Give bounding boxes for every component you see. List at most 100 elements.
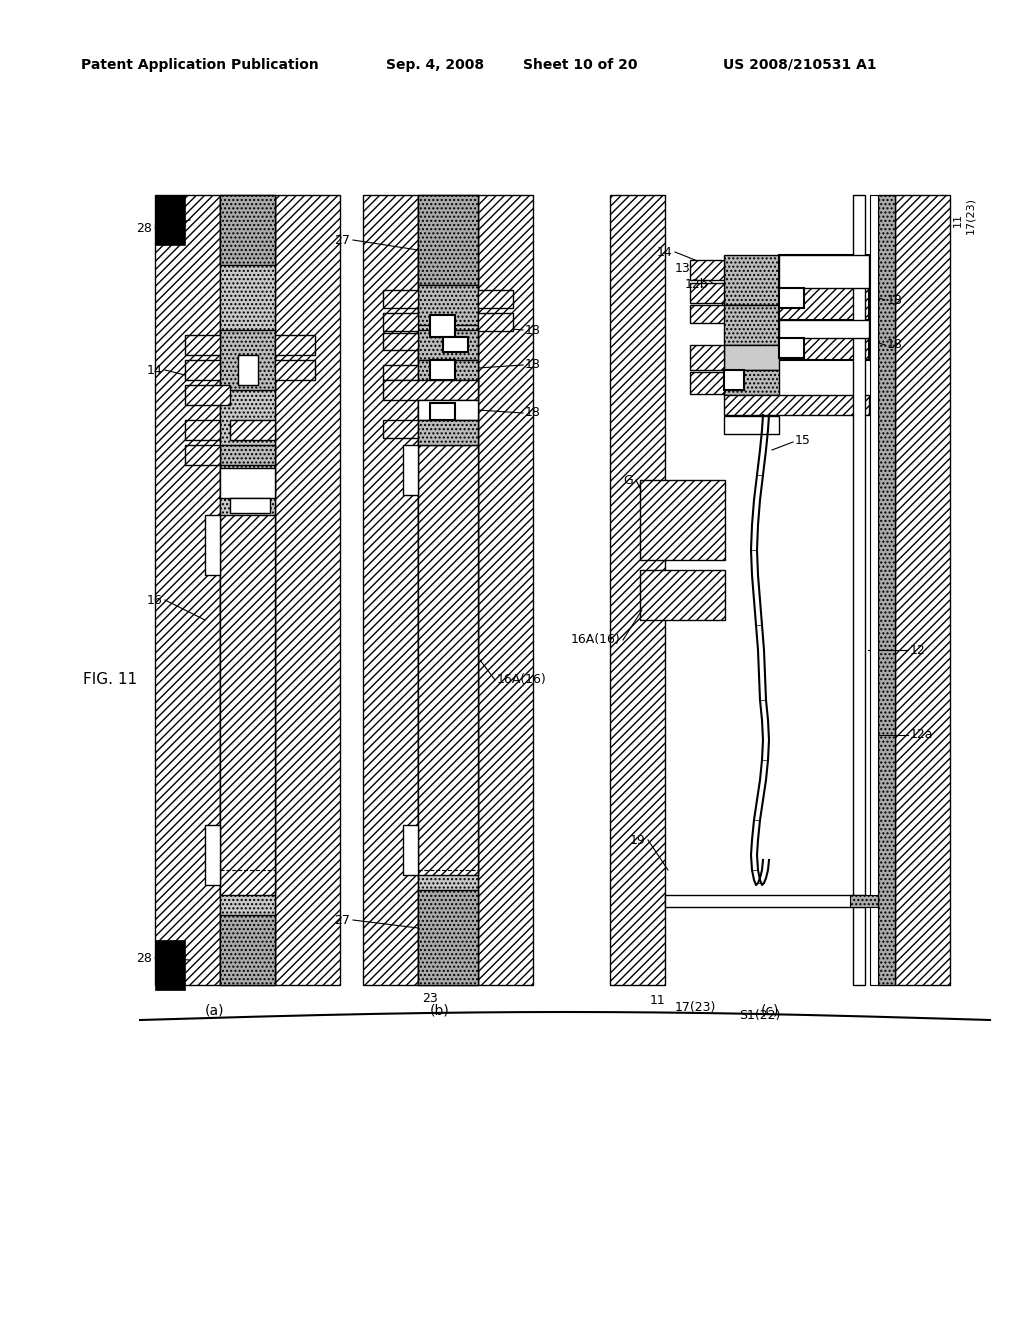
Bar	[383, 380, 478, 400]
Bar	[185, 445, 220, 465]
Text: 11: 11	[650, 994, 666, 1006]
Bar	[155, 195, 220, 985]
Bar	[779, 319, 869, 338]
Text: 14: 14	[656, 246, 672, 259]
Text: 11: 11	[953, 213, 963, 227]
Text: 15: 15	[795, 433, 811, 446]
Bar	[383, 290, 418, 308]
Text: 12b: 12b	[684, 279, 708, 292]
Bar	[478, 290, 513, 308]
Text: (c): (c)	[761, 1003, 779, 1016]
Bar	[220, 195, 275, 265]
Bar	[850, 895, 878, 907]
Bar	[779, 338, 804, 358]
Bar	[478, 313, 513, 331]
Text: 27: 27	[334, 913, 350, 927]
Bar	[430, 315, 455, 337]
Bar	[690, 372, 724, 393]
Bar	[418, 420, 478, 445]
Bar	[870, 195, 878, 985]
Bar	[238, 355, 258, 385]
Bar	[779, 288, 804, 308]
Bar	[690, 305, 745, 323]
Bar	[640, 570, 725, 620]
Bar	[779, 319, 869, 360]
Bar	[443, 337, 468, 352]
Bar	[418, 285, 478, 325]
Bar	[418, 330, 478, 360]
Bar	[724, 416, 779, 434]
Bar	[895, 195, 950, 985]
Text: 28: 28	[136, 222, 152, 235]
Bar	[779, 255, 869, 325]
Bar	[220, 915, 275, 985]
Bar	[275, 360, 315, 380]
Bar	[418, 360, 478, 389]
Bar	[155, 195, 185, 246]
Text: Sep. 4, 2008: Sep. 4, 2008	[386, 58, 484, 73]
Text: (a): (a)	[205, 1003, 224, 1016]
Bar	[418, 195, 478, 285]
Bar	[383, 420, 418, 438]
Bar	[878, 195, 895, 985]
Text: US 2008/210531 A1: US 2008/210531 A1	[723, 58, 877, 73]
Bar	[418, 445, 478, 875]
Bar	[690, 282, 724, 304]
Bar	[185, 360, 220, 380]
Bar	[665, 895, 865, 907]
Bar	[724, 255, 779, 305]
Text: 18: 18	[525, 323, 541, 337]
Bar	[430, 360, 455, 380]
Bar	[610, 195, 665, 985]
Text: S1(22): S1(22)	[739, 1010, 780, 1023]
Bar	[220, 330, 275, 389]
Bar	[230, 420, 275, 440]
Text: Patent Application Publication: Patent Application Publication	[81, 58, 318, 73]
Bar	[205, 825, 220, 884]
Bar	[724, 305, 779, 345]
Bar	[478, 195, 534, 985]
Text: 18: 18	[887, 338, 903, 351]
Bar	[403, 825, 418, 875]
Text: (b): (b)	[430, 1003, 450, 1016]
Text: 23: 23	[422, 991, 438, 1005]
Bar	[155, 940, 185, 990]
Bar	[220, 195, 275, 985]
Bar	[779, 255, 869, 288]
Text: 18: 18	[525, 359, 541, 371]
Text: 18: 18	[887, 293, 903, 306]
Text: 18: 18	[525, 407, 541, 420]
Bar	[205, 515, 220, 576]
Bar	[220, 515, 275, 895]
Bar	[418, 195, 478, 985]
Bar	[383, 366, 418, 380]
Text: 27: 27	[334, 234, 350, 247]
Bar	[185, 420, 220, 440]
Bar	[640, 480, 725, 560]
Text: 16A(16): 16A(16)	[497, 673, 547, 686]
Bar	[383, 313, 418, 331]
Bar	[724, 370, 779, 395]
Bar	[724, 345, 779, 370]
Text: 12a: 12a	[910, 729, 934, 742]
Bar	[275, 335, 315, 355]
Bar	[220, 469, 275, 498]
Text: 12: 12	[910, 644, 926, 656]
Bar	[275, 195, 340, 985]
Text: 17(23): 17(23)	[675, 1002, 716, 1015]
Text: 19: 19	[630, 833, 645, 846]
Bar	[362, 195, 418, 985]
Text: 16: 16	[146, 594, 162, 606]
Bar	[220, 445, 275, 465]
Bar	[690, 345, 724, 370]
Text: G: G	[624, 474, 633, 487]
Text: 16A(16): 16A(16)	[570, 634, 620, 647]
Bar	[403, 445, 418, 495]
Text: FIG. 11: FIG. 11	[83, 672, 137, 688]
Bar	[690, 260, 724, 280]
Bar	[418, 890, 478, 985]
Text: 13: 13	[674, 261, 690, 275]
Bar	[724, 370, 744, 389]
Text: 17(23): 17(23)	[965, 197, 975, 234]
Text: Sheet 10 of 20: Sheet 10 of 20	[522, 58, 637, 73]
